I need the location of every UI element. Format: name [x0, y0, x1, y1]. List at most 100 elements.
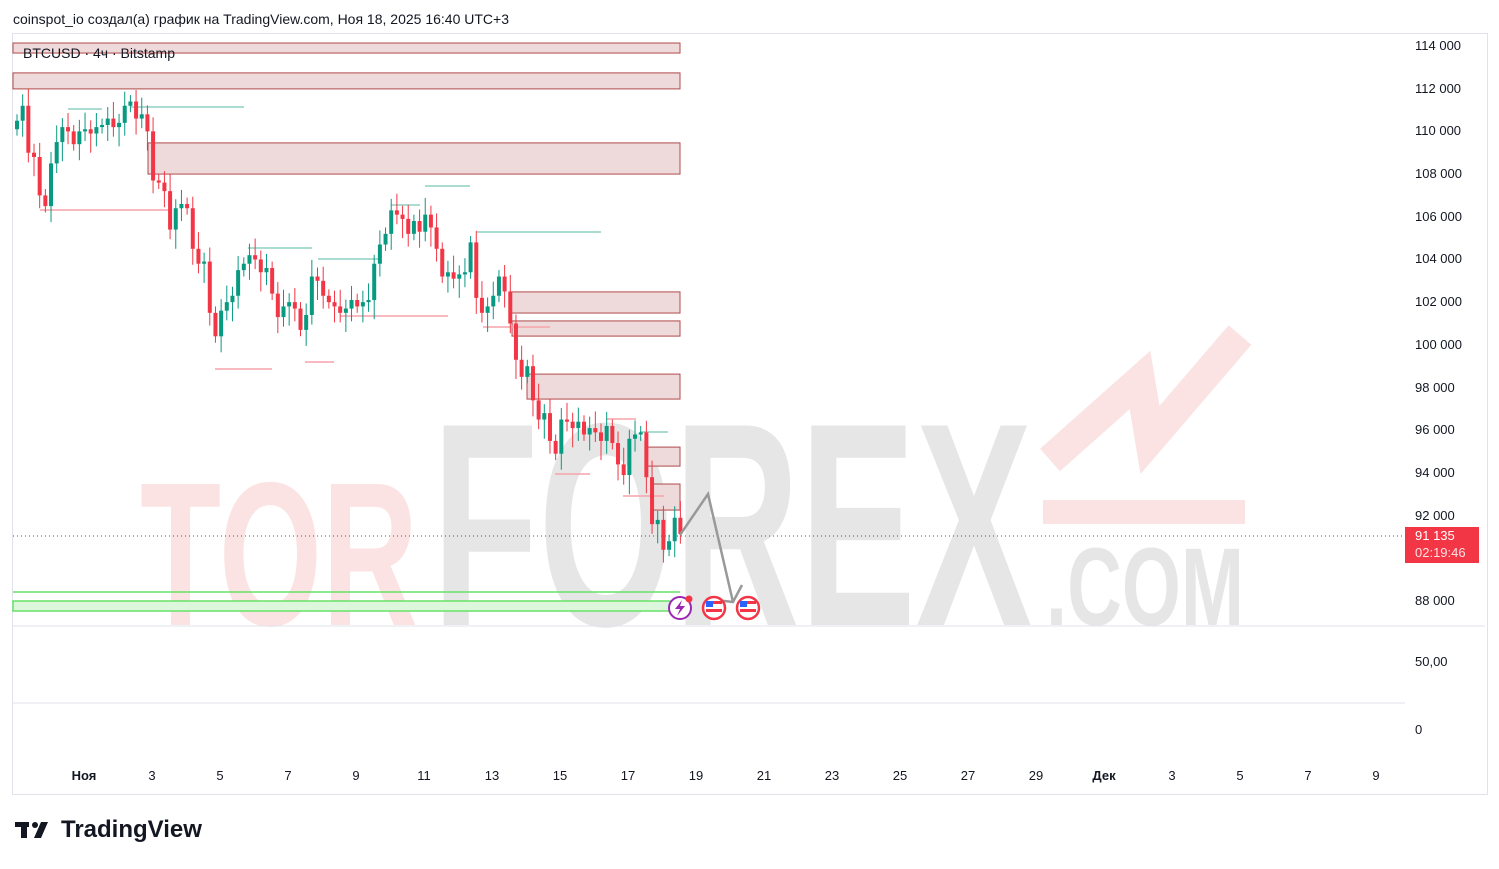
forecast-arrow: [678, 490, 735, 603]
candle-body: [156, 180, 161, 183]
candle-body: [536, 400, 541, 420]
candle: [49, 151, 54, 223]
candle-body: [377, 244, 382, 264]
candle: [213, 306, 218, 343]
candle: [360, 290, 365, 323]
candle: [661, 505, 666, 563]
candle-body: [360, 302, 365, 307]
last-price-badge: 91 135 02:19:46: [1405, 527, 1479, 563]
chart-header: coinspot_io создал(а) график на TradingV…: [13, 11, 509, 27]
logo-text: TradingView: [61, 816, 202, 843]
us-event-icon[interactable]: [735, 595, 761, 621]
candle-body: [530, 366, 535, 401]
time-tick: 9: [352, 768, 360, 783]
time-tick: 17: [620, 768, 636, 783]
candle-body: [145, 114, 150, 132]
candle-body: [26, 105, 31, 153]
candle: [485, 297, 490, 333]
candle: [230, 286, 235, 322]
candle: [247, 243, 252, 280]
candle: [616, 431, 621, 481]
candle: [445, 260, 450, 293]
candle-body: [332, 302, 337, 307]
candle-body: [338, 306, 343, 313]
candle-body: [440, 248, 445, 277]
candle-body: [496, 276, 501, 296]
candle-body: [321, 280, 326, 296]
watermark-check-icon: [1040, 325, 1252, 475]
candle-body: [616, 443, 621, 465]
candle-body: [117, 122, 122, 128]
candle-body: [94, 127, 99, 134]
candle: [258, 250, 263, 292]
candle: [650, 460, 655, 534]
tv-logo-icon: [15, 822, 48, 838]
candle: [400, 205, 405, 239]
candle-body: [349, 300, 354, 309]
chart-frame[interactable]: [12, 33, 1488, 795]
candle: [468, 235, 473, 279]
candle: [287, 293, 292, 326]
candle: [224, 285, 229, 321]
time-tick: 19: [688, 768, 704, 783]
candle-body: [604, 425, 609, 441]
candle-body: [207, 261, 212, 313]
candle-body: [179, 203, 184, 209]
supply-zone: [526, 373, 681, 400]
candle-body: [355, 300, 360, 307]
supply-zone: [12, 42, 681, 54]
candle: [599, 423, 604, 461]
candle-body: [417, 221, 422, 232]
watermark: TOR FOREX .COM: [140, 325, 1252, 687]
candle-body: [434, 227, 439, 249]
tradingview-logo[interactable]: TradingView: [15, 816, 202, 844]
symbol-title[interactable]: BTCUSD · 4ч · Bitstamp: [23, 45, 175, 61]
time-tick: 15: [552, 768, 568, 783]
price-tick: 104 000: [1415, 251, 1462, 267]
level-lines: [40, 106, 668, 497]
candle: [474, 230, 479, 314]
candle: [536, 383, 541, 430]
candle: [253, 238, 258, 270]
candle: [513, 314, 518, 379]
time-tick: Ноя: [71, 768, 97, 783]
candle: [406, 204, 411, 247]
candle: [667, 534, 672, 557]
candle-body: [32, 152, 37, 157]
time-tick: 29: [1028, 768, 1044, 783]
candle-body: [559, 419, 564, 454]
candle: [128, 95, 133, 113]
candle: [559, 408, 564, 470]
candle-body: [547, 413, 552, 441]
candle-body: [389, 210, 394, 234]
us-event-icon[interactable]: [701, 595, 727, 621]
candle: [655, 510, 660, 544]
candle: [502, 265, 507, 308]
candle: [304, 303, 309, 346]
candle: [20, 94, 25, 137]
candle-body: [542, 413, 547, 420]
candle-body: [196, 248, 201, 264]
candle: [593, 411, 598, 442]
price-tick: 112 000: [1415, 80, 1462, 96]
candle-body: [60, 127, 65, 143]
candle-body: [326, 295, 331, 303]
candle-body: [309, 276, 314, 315]
candle: [190, 196, 195, 265]
candle: [377, 230, 382, 277]
candle: [151, 117, 156, 194]
candle: [298, 302, 303, 337]
candle-body: [287, 302, 292, 307]
candle-body: [667, 541, 672, 550]
time-tick: 23: [824, 768, 840, 783]
candle: [394, 193, 399, 225]
candle: [168, 174, 173, 240]
candle-body: [372, 263, 377, 301]
time-tick: 3: [1168, 768, 1176, 783]
candle: [264, 253, 269, 286]
lightning-event-icon[interactable]: [668, 595, 693, 620]
candle: [417, 209, 422, 248]
price-tick: 98 000: [1415, 379, 1455, 395]
price-tick: 96 000: [1415, 422, 1455, 438]
